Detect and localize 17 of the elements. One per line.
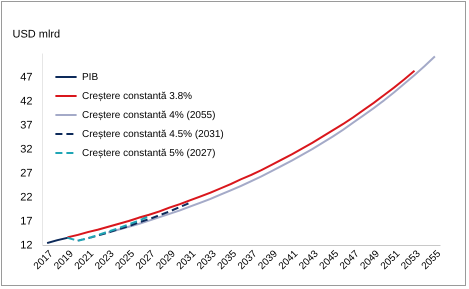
y-tick-label: 47 xyxy=(20,72,32,84)
legend-label: Creștere constantă 3.8% xyxy=(82,91,192,102)
y-tick-label: 27 xyxy=(20,168,32,180)
y-tick-label: 12 xyxy=(20,240,32,252)
legend-label: Creștere constantă 4% (2055) xyxy=(82,110,216,121)
legend-label: Creștere constantă 4.5% (2031) xyxy=(82,129,224,140)
line-series xyxy=(76,202,191,242)
legend-label: PIB xyxy=(82,72,98,83)
y-axis-title: USD mlrd xyxy=(12,28,60,40)
line-series xyxy=(66,70,416,238)
y-tick-label: 37 xyxy=(20,120,32,132)
y-tick-label: 42 xyxy=(20,96,32,108)
y-tick-label: 17 xyxy=(20,216,32,228)
y-tick-label: 22 xyxy=(20,192,32,204)
legend-label: Creștere constantă 5% (2027) xyxy=(82,148,216,159)
line-series xyxy=(66,215,150,242)
y-tick-label: 32 xyxy=(20,144,32,156)
